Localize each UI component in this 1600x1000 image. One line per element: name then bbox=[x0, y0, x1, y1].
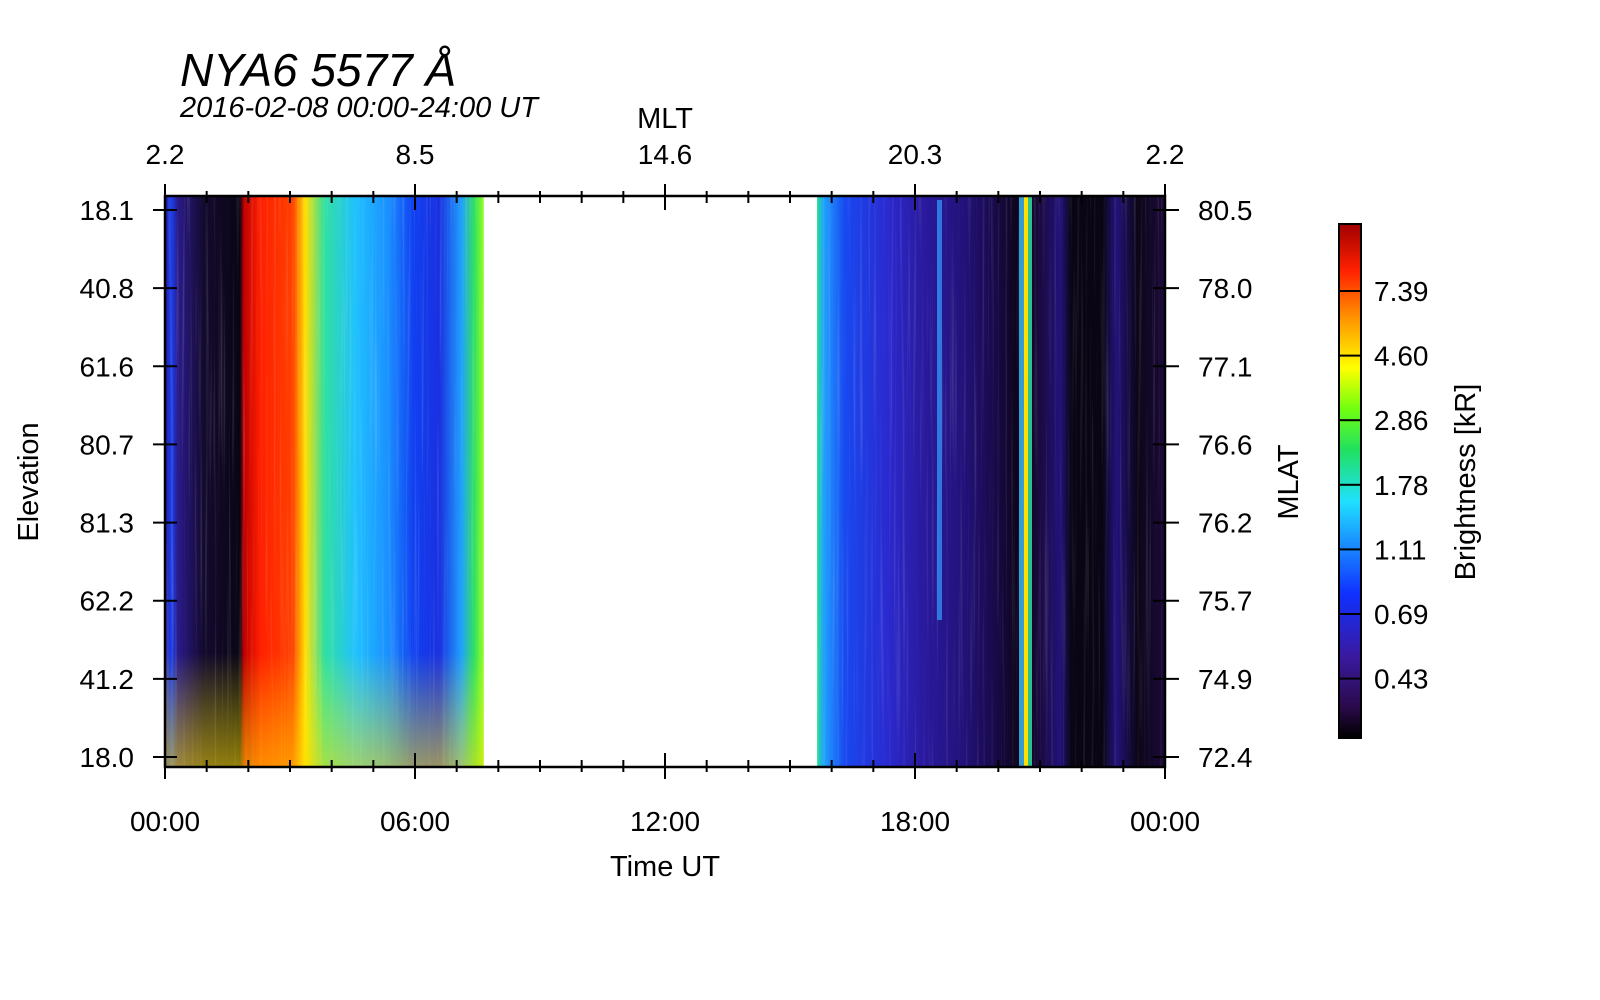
top-tick-label: 2.2 bbox=[1146, 139, 1185, 170]
right-axis-label: MLAT bbox=[1273, 444, 1305, 519]
y-axis-elevation: 18.1 40.8 61.6 80.7 81.3 62.2 41.2 18.0 bbox=[80, 195, 177, 773]
colorbar-tick-label: 1.78 bbox=[1374, 470, 1429, 501]
x-tick-label: 00:00 bbox=[130, 806, 200, 837]
right-tick-label: 72.4 bbox=[1198, 742, 1253, 773]
heatmap-bottom-glow bbox=[165, 196, 484, 767]
y-tick-label: 41.2 bbox=[80, 664, 135, 695]
heatmap-arc-streak-4 bbox=[937, 200, 942, 620]
y-tick-label: 61.6 bbox=[80, 351, 135, 382]
right-tick-label: 76.2 bbox=[1198, 508, 1253, 539]
y-axis-label: Elevation bbox=[13, 422, 45, 541]
x-tick-label: 12:00 bbox=[630, 806, 700, 837]
colorbar-tick-label: 4.60 bbox=[1374, 341, 1429, 372]
right-tick-label: 75.7 bbox=[1198, 586, 1253, 617]
top-tick-label: 8.5 bbox=[396, 139, 435, 170]
top-tick-label: 14.6 bbox=[638, 139, 693, 170]
x-axis-top-mlt: 2.2 8.5 14.6 20.3 2.2 bbox=[146, 139, 1185, 210]
top-tick-label: 2.2 bbox=[146, 139, 185, 170]
y-tick-label: 81.3 bbox=[80, 508, 135, 539]
x-axis-label: Time UT bbox=[610, 851, 720, 883]
top-axis-label: MLT bbox=[637, 103, 693, 135]
chart-subtitle: 2016-02-08 00:00-24:00 UT bbox=[179, 92, 540, 124]
heatmap-arc-streak-3 bbox=[1028, 196, 1032, 767]
chart-title: NYA6 5577 Å bbox=[180, 44, 456, 96]
colorbar-tick-label: 2.86 bbox=[1374, 405, 1429, 436]
colorbar-tick-label: 0.43 bbox=[1374, 664, 1429, 695]
heatmap-streak-texture-evening bbox=[817, 196, 1165, 767]
x-tick-label: 18:00 bbox=[880, 806, 950, 837]
right-tick-label: 80.5 bbox=[1198, 195, 1253, 226]
top-tick-label: 20.3 bbox=[888, 139, 943, 170]
x-tick-label: 00:00 bbox=[1130, 806, 1200, 837]
colorbar-tick-label: 1.11 bbox=[1374, 534, 1426, 565]
colorbar-tick-label: 0.69 bbox=[1374, 599, 1429, 630]
right-tick-label: 76.6 bbox=[1198, 429, 1253, 460]
colorbar-label: Brightness [kR] bbox=[1450, 384, 1482, 581]
heatmap-arc-streak-2 bbox=[1024, 196, 1028, 767]
y-tick-label: 80.7 bbox=[80, 429, 135, 460]
colorbar bbox=[1338, 223, 1362, 739]
y-tick-label: 18.0 bbox=[80, 742, 135, 773]
y-axis-mlat: 80.5 78.0 77.1 76.6 76.2 75.7 74.9 72.4 bbox=[1153, 195, 1253, 773]
colorbar-ticks: 7.39 4.60 2.86 1.78 1.11 0.69 0.43 bbox=[1339, 276, 1429, 695]
x-tick-label: 06:00 bbox=[380, 806, 450, 837]
colorbar-tick-label: 7.39 bbox=[1374, 276, 1429, 307]
right-tick-label: 77.1 bbox=[1198, 351, 1253, 382]
y-tick-label: 40.8 bbox=[80, 273, 135, 304]
heatmap-arc-streak-1 bbox=[1019, 196, 1024, 767]
right-tick-label: 74.9 bbox=[1198, 664, 1253, 695]
y-tick-label: 18.1 bbox=[80, 195, 135, 226]
right-tick-label: 78.0 bbox=[1198, 273, 1253, 304]
x-axis-bottom: 00:00 06:00 12:00 18:00 00:00 bbox=[130, 753, 1200, 837]
heatmap-area bbox=[165, 196, 1165, 767]
y-tick-label: 62.2 bbox=[80, 586, 135, 617]
